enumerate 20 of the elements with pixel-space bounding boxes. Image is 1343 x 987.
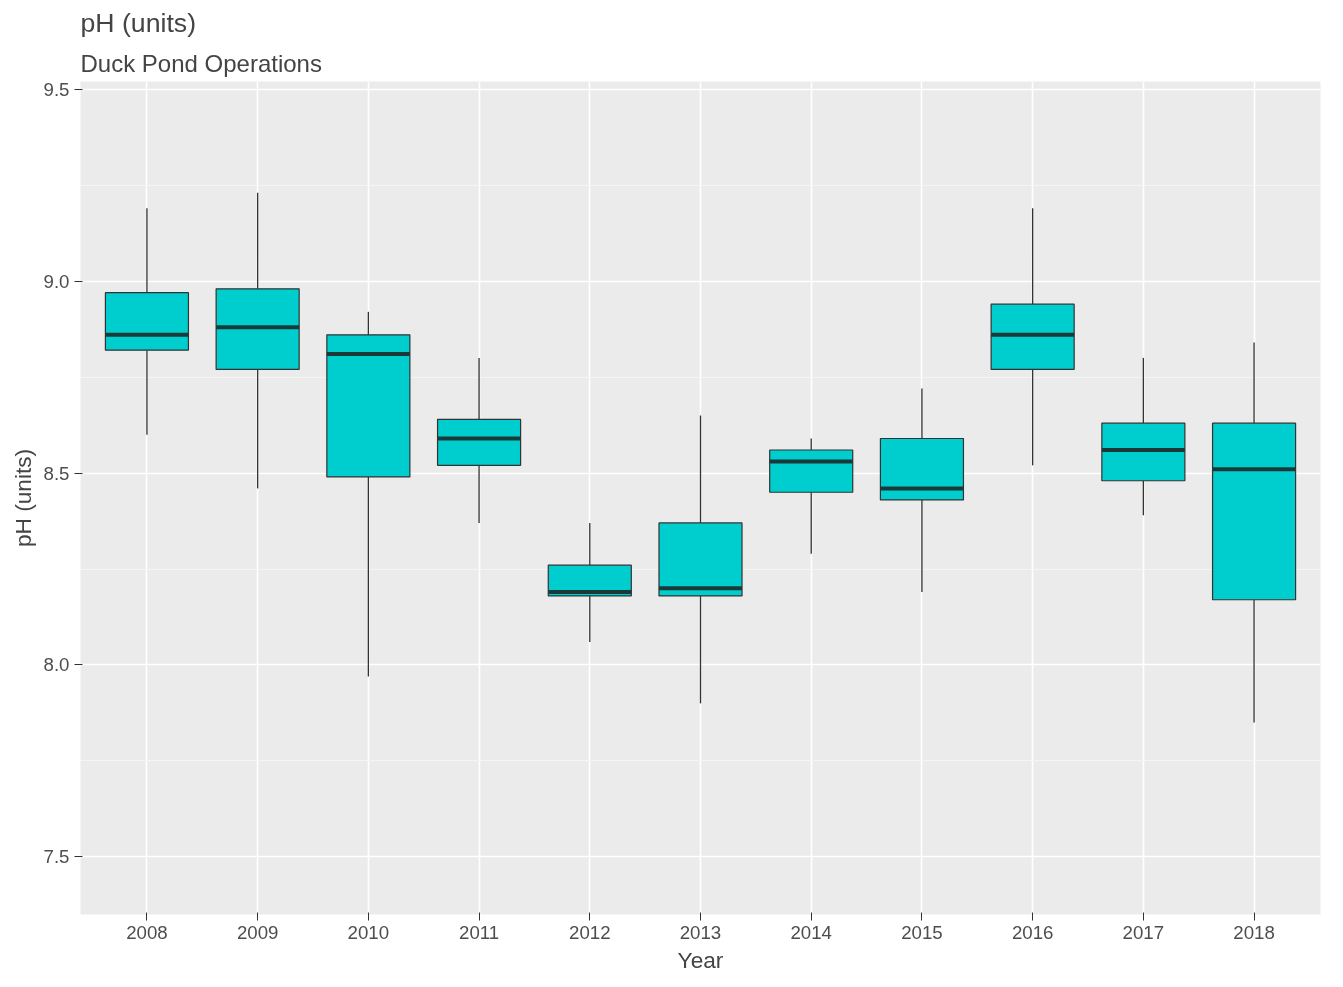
y-tick-label: 9.0 — [43, 270, 70, 292]
x-tick-label: 2011 — [459, 921, 500, 943]
x-tick-label: 2017 — [1122, 921, 1165, 943]
y-axis-title: pH (units) — [9, 448, 36, 548]
x-tick-label: 2008 — [126, 921, 168, 943]
x-tick-label: 2015 — [901, 921, 943, 943]
x-tick-label: 2014 — [790, 921, 832, 943]
y-tick-label: 7.5 — [43, 846, 70, 868]
y-tick-label: 9.5 — [43, 78, 70, 100]
x-tick-label: 2013 — [679, 921, 722, 943]
chart-subtitle: Duck Pond Operations — [80, 49, 322, 77]
y-tick-label: 8.0 — [43, 654, 70, 676]
chart-title: pH (units) — [80, 7, 197, 38]
x-tick-label: 2010 — [347, 921, 390, 943]
y-tick-label: 8.5 — [43, 462, 70, 484]
x-tick-label: 2016 — [1011, 921, 1054, 943]
x-tick-label: 2012 — [569, 921, 611, 943]
x-axis-title: Year — [677, 946, 724, 973]
x-tick-label: 2009 — [236, 921, 279, 943]
x-tick-label: 2018 — [1233, 921, 1275, 943]
